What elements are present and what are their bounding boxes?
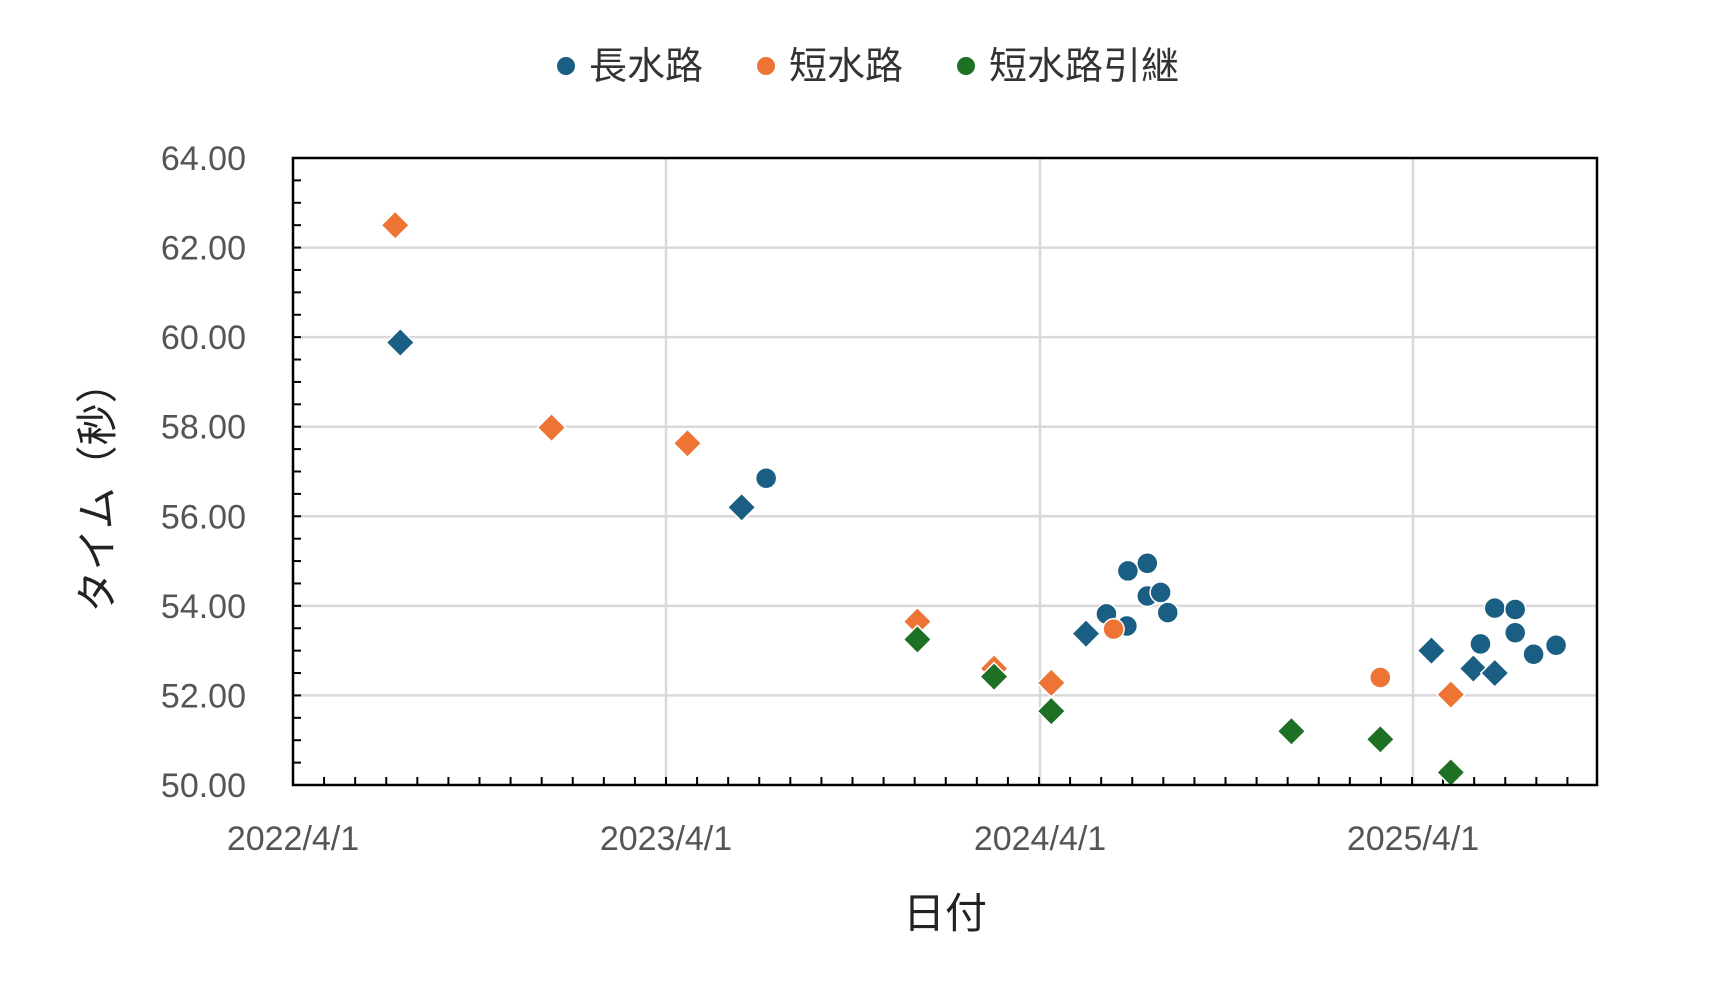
x-tick-label: 2023/4/1 — [600, 820, 732, 858]
x-tick-label: 2025/4/1 — [1347, 820, 1479, 858]
y-tick-label: 52.00 — [161, 677, 246, 715]
data-point-diamond — [1365, 724, 1396, 755]
legend-label: 短水路 — [789, 44, 903, 88]
data-point-diamond — [1416, 635, 1447, 666]
x-tick-label: 2022/4/1 — [227, 820, 359, 858]
data-point-diamond — [672, 428, 703, 459]
legend-label: 長水路 — [589, 44, 703, 88]
data-point-circle — [754, 466, 778, 490]
data-point-circle — [1102, 617, 1125, 641]
legend-marker — [557, 57, 575, 75]
data-point-circle — [1503, 598, 1527, 621]
y-tick-labels: 50.00 52.00 54.00 56.00 58.00 60.00 62.00 64.00 — [161, 140, 246, 805]
x-axis-title: 日付 — [903, 889, 987, 938]
y-tick-label: 56.00 — [161, 498, 246, 536]
axis-ticks — [293, 179, 1569, 785]
data-point-diamond — [1435, 679, 1466, 710]
data-point-diamond — [978, 661, 1010, 692]
data-point-circle — [1469, 632, 1492, 656]
data-point-circle — [1149, 581, 1172, 604]
x-tick-labels: 2022/4/1 2023/4/1 2024/4/1 2025/4/1 — [227, 820, 1479, 858]
legend: 長水路 短水路 短水路引継 — [557, 44, 1179, 88]
data-point-circle — [1503, 621, 1527, 644]
data-point-diamond — [1435, 757, 1466, 788]
legend-label: 短水路引継 — [989, 44, 1179, 88]
data-point-circle — [1544, 634, 1568, 657]
data-point-circle — [1483, 596, 1507, 620]
y-tick-label: 62.00 — [161, 230, 246, 268]
data-point-diamond — [1036, 667, 1067, 698]
legend-marker — [757, 57, 775, 75]
x-tick-label: 2024/4/1 — [974, 820, 1106, 858]
data-point-diamond — [726, 492, 757, 523]
y-tick-label: 50.00 — [161, 767, 246, 805]
data-points — [380, 210, 1568, 788]
y-tick-label: 64.00 — [161, 140, 246, 178]
plot-frame — [291, 156, 1599, 787]
data-point-diamond — [1276, 716, 1307, 747]
data-point-circle — [1116, 559, 1140, 583]
data-point-diamond — [1036, 696, 1067, 727]
y-tick-label: 58.00 — [161, 409, 246, 447]
gridlines — [293, 158, 1597, 785]
data-point-diamond — [380, 210, 411, 241]
data-point-diamond — [1479, 657, 1510, 689]
y-tick-label: 54.00 — [161, 588, 246, 626]
legend-marker — [957, 57, 975, 75]
data-point-circle — [1156, 601, 1180, 624]
data-point-diamond — [902, 624, 933, 655]
data-point-diamond — [385, 327, 416, 358]
y-axis-title: タイム（秒） — [73, 361, 122, 612]
data-point-diamond — [536, 412, 567, 443]
y-tick-label: 60.00 — [161, 319, 246, 357]
data-point-circle — [1369, 666, 1392, 689]
data-point-diamond — [1070, 618, 1102, 649]
data-point-circle — [1136, 552, 1159, 575]
data-point-diamond — [1458, 653, 1489, 684]
data-point-circle — [1522, 642, 1545, 666]
